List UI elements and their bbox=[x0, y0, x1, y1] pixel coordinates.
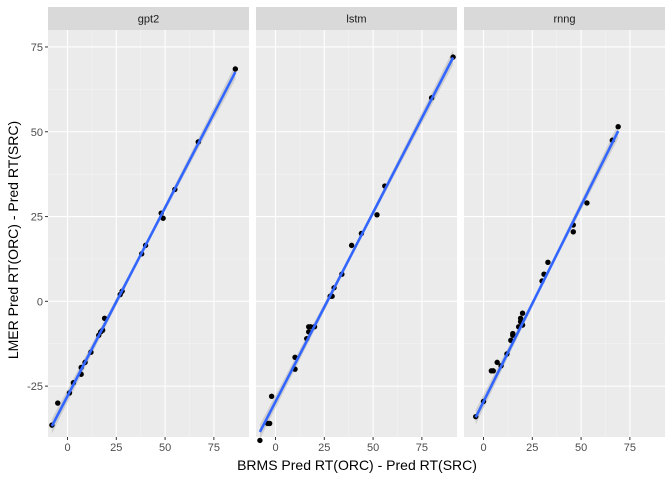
x-axis-title: BRMS Pred RT(ORC) - Pred RT(SRC) bbox=[237, 457, 477, 473]
data-point bbox=[232, 66, 239, 72]
y-tick-label: 75 bbox=[31, 42, 43, 54]
data-point bbox=[55, 400, 61, 406]
y-tick-label: 25 bbox=[31, 212, 43, 224]
y-axis: -25 0 25 50 75 bbox=[27, 42, 48, 393]
data-point bbox=[510, 330, 516, 337]
y-tick-label: 50 bbox=[31, 127, 43, 139]
data-point bbox=[494, 359, 500, 366]
facet-strip bbox=[48, 7, 249, 30]
facet-strip-label: gpt2 bbox=[138, 14, 159, 26]
data-point bbox=[257, 437, 263, 444]
data-point bbox=[160, 215, 166, 221]
data-point bbox=[519, 310, 526, 316]
data-point bbox=[570, 229, 576, 235]
data-point bbox=[266, 420, 273, 427]
y-tick-label: 0 bbox=[37, 296, 43, 308]
facet-panel-rnng: rnng 0 25 50 75 bbox=[464, 7, 665, 454]
x-tick-label: 75 bbox=[208, 442, 220, 454]
x-tick-label: 75 bbox=[624, 442, 636, 454]
facet-strip bbox=[464, 7, 665, 30]
facet-strip-label: rnng bbox=[553, 14, 575, 26]
x-tick-label: 50 bbox=[159, 442, 171, 454]
facet-panel-gpt2: gpt2 0 25 50 75 bbox=[48, 7, 249, 454]
y-tick-label: -25 bbox=[27, 381, 43, 393]
data-point bbox=[490, 368, 496, 374]
x-tick-label: 50 bbox=[367, 442, 379, 454]
fit-line bbox=[258, 56, 455, 433]
data-point bbox=[584, 200, 590, 206]
data-point bbox=[517, 315, 524, 321]
x-tick-label: 25 bbox=[110, 442, 122, 454]
x-tick-label: 0 bbox=[480, 442, 486, 454]
facet-panel-lstm: lstm 0 25 50 75 bbox=[256, 7, 457, 454]
panels-layer: gpt2 0 25 50 75 lstm 0 25 50 75 rnng 0 25 50 75 bbox=[48, 7, 665, 454]
x-tick-label: 25 bbox=[318, 442, 330, 454]
data-point bbox=[348, 242, 355, 249]
x-tick-label: 0 bbox=[272, 442, 278, 454]
x-tick-label: 50 bbox=[575, 442, 587, 454]
data-point bbox=[307, 324, 314, 330]
data-point bbox=[268, 393, 275, 399]
x-tick-label: 0 bbox=[64, 442, 70, 454]
y-axis-title: LMER Pred RT(ORC) - Pred RT(SRC) bbox=[5, 121, 21, 359]
data-point bbox=[374, 212, 380, 218]
facet-strip-label: lstm bbox=[346, 14, 366, 26]
data-point bbox=[615, 123, 621, 130]
data-point bbox=[545, 259, 551, 266]
x-tick-label: 75 bbox=[416, 442, 428, 454]
x-tick-label: 25 bbox=[526, 442, 538, 454]
fit-line bbox=[50, 71, 237, 427]
fit-line bbox=[474, 130, 620, 418]
facet-strip bbox=[256, 7, 457, 30]
